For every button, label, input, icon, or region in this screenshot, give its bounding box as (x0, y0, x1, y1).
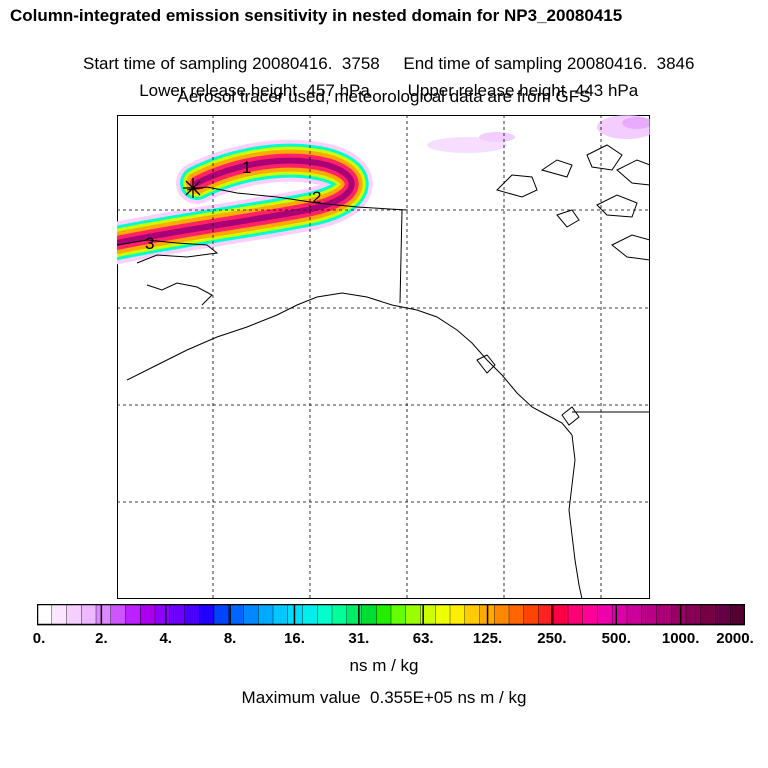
colorbar-swatch (597, 604, 613, 626)
colorbar-tick-label: 2. (95, 630, 108, 647)
colorbar-swatch (376, 604, 392, 626)
colorbar-swatch (331, 604, 348, 626)
colorbar-swatch (582, 604, 599, 626)
colorbar (37, 604, 745, 626)
day-label-2: 2 (312, 188, 321, 207)
colorbar-swatch (449, 604, 466, 626)
colorbar-swatch (464, 604, 481, 626)
colorbar-swatch (390, 604, 407, 626)
upper-release-label: Upper release height 443 hPa (407, 81, 639, 100)
colorbar-swatch (361, 604, 377, 626)
day-label-3: 3 (145, 234, 154, 253)
colorbar-swatch (110, 604, 127, 626)
colorbar-tick-label: 4. (159, 630, 172, 647)
colorbar-swatch (553, 604, 569, 626)
colorbar-swatch (213, 604, 230, 626)
colorbar-swatch (671, 604, 687, 626)
end-time-label: End time of sampling 20080416. 3846 (403, 54, 695, 73)
colorbar-units: ns m / kg (349, 656, 419, 675)
colorbar-swatch (125, 604, 141, 626)
colorbar-swatch (51, 604, 68, 626)
colorbar-tick-label: 31. (348, 630, 370, 647)
colorbar-swatch (656, 604, 672, 626)
colorbar-swatch (37, 604, 53, 626)
colorbar-swatch (700, 604, 717, 626)
coastlines (117, 144, 650, 599)
colorbar-swatch (641, 604, 658, 626)
colorbar-tick-label: 1000. (661, 630, 700, 647)
day-labels: 1 2 3 (145, 158, 321, 253)
colorbar-swatch (272, 604, 289, 626)
colorbar-tick-label: 250. (537, 630, 567, 647)
colorbar-swatch (567, 604, 584, 626)
colorbar-swatch (715, 604, 731, 626)
colorbar-swatch (184, 604, 200, 626)
colorbar-swatch (685, 604, 702, 626)
colorbar-swatch (66, 604, 82, 626)
colorbar-tick-label: 0. (32, 630, 46, 647)
colorbar-swatch (258, 604, 274, 626)
colorbar-swatch (228, 604, 245, 626)
colorbar-swatch (346, 604, 363, 626)
colorbar-swatch (523, 604, 540, 626)
sensitivity-map: 1 2 3 (117, 115, 650, 599)
colorbar-swatch (199, 604, 215, 626)
colorbar-swatch (81, 604, 97, 626)
colorbar-swatch (154, 604, 171, 626)
colorbar-swatch (612, 604, 628, 626)
faint-plume-northeast (427, 115, 650, 153)
colorbar-swatch (730, 604, 745, 626)
asterisk-icon (183, 178, 203, 198)
colorbar-swatch (435, 604, 451, 626)
colorbar-tick-label: 125. (472, 630, 503, 647)
colorbar-swatch (95, 604, 112, 626)
colorbar-swatch (405, 604, 422, 626)
plot-title: Column-integrated emission sensitivity i… (10, 6, 623, 25)
colorbar-swatch (626, 604, 643, 626)
lower-release-label: Lower release height 457 hPa (139, 81, 370, 100)
release-height-line: Lower release height 457 hPa Upper relea… (0, 61, 768, 101)
colorbar-swatch (302, 604, 318, 626)
colorbar-swatch (494, 604, 510, 626)
colorbar-swatch (317, 604, 333, 626)
day-label-1: 1 (242, 158, 251, 177)
colorbar-swatch (243, 604, 259, 626)
colorbar-swatch (508, 604, 525, 626)
emission-sensitivity-plume (117, 139, 373, 265)
colorbar-tick-label: 500. (601, 630, 631, 647)
colorbar-tick-label: 16. (284, 630, 305, 647)
colorbar-swatch (169, 604, 186, 626)
sampling-time-line: Start time of sampling 20080416. 3758 En… (0, 34, 768, 74)
colorbar-swatch (287, 604, 304, 626)
lat-lon-grid (117, 115, 650, 599)
maximum-value-text: Maximum value 0.355E+05 ns m / kg (241, 688, 527, 707)
colorbar-swatch (140, 604, 156, 626)
colorbar-tick-label: 8. (223, 630, 237, 647)
colorbar-tick-label: 2000. (716, 630, 754, 647)
start-time-label: Start time of sampling 20080416. 3758 (82, 54, 380, 73)
colorbar-tick-label: 63. (412, 630, 434, 647)
tracer-info: Aerosol tracer used, meteorological data… (177, 87, 591, 106)
